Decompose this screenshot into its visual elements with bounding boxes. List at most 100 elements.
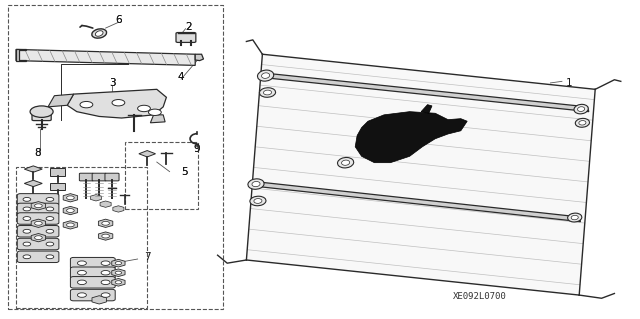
Text: 9: 9	[194, 144, 200, 154]
Text: 6: 6	[115, 15, 122, 25]
Circle shape	[46, 255, 54, 259]
Ellipse shape	[262, 73, 269, 78]
Polygon shape	[139, 151, 156, 157]
Circle shape	[101, 293, 110, 297]
Ellipse shape	[92, 29, 107, 38]
Ellipse shape	[579, 121, 586, 125]
Circle shape	[80, 101, 93, 108]
Bar	[16, 167, 147, 308]
Text: 8: 8	[34, 148, 40, 158]
Polygon shape	[421, 105, 432, 113]
Circle shape	[23, 197, 31, 201]
Circle shape	[67, 223, 74, 227]
Text: 4: 4	[178, 71, 184, 82]
Circle shape	[23, 242, 31, 246]
Ellipse shape	[264, 90, 271, 95]
Text: 7: 7	[144, 252, 150, 262]
Ellipse shape	[257, 70, 274, 81]
FancyBboxPatch shape	[176, 33, 196, 42]
Circle shape	[101, 280, 110, 285]
Text: XE092L0700: XE092L0700	[453, 292, 507, 301]
FancyBboxPatch shape	[70, 257, 115, 269]
Text: 1: 1	[356, 140, 363, 150]
FancyBboxPatch shape	[105, 173, 119, 181]
FancyBboxPatch shape	[50, 168, 65, 176]
Text: 3: 3	[109, 78, 115, 88]
Text: 3: 3	[109, 78, 115, 88]
Polygon shape	[246, 54, 595, 295]
Polygon shape	[67, 89, 166, 118]
Text: 9: 9	[194, 144, 200, 154]
Circle shape	[23, 255, 31, 259]
Circle shape	[35, 204, 42, 208]
FancyBboxPatch shape	[17, 213, 59, 224]
Text: 8: 8	[34, 148, 40, 158]
Ellipse shape	[577, 107, 585, 111]
Circle shape	[138, 105, 150, 112]
Circle shape	[30, 106, 53, 117]
Circle shape	[101, 271, 110, 275]
Polygon shape	[48, 94, 74, 107]
Circle shape	[23, 207, 31, 211]
Ellipse shape	[254, 199, 262, 203]
FancyBboxPatch shape	[70, 289, 115, 301]
Ellipse shape	[248, 179, 264, 189]
FancyBboxPatch shape	[17, 226, 59, 237]
Ellipse shape	[259, 88, 276, 97]
Circle shape	[46, 229, 54, 233]
Circle shape	[77, 280, 86, 285]
Polygon shape	[24, 180, 42, 187]
Circle shape	[77, 271, 86, 275]
Polygon shape	[195, 54, 204, 61]
Circle shape	[115, 271, 122, 274]
Ellipse shape	[574, 104, 588, 114]
Circle shape	[77, 293, 86, 297]
Polygon shape	[150, 115, 165, 123]
Ellipse shape	[337, 158, 354, 168]
Text: 5: 5	[181, 167, 188, 177]
Text: 2: 2	[186, 22, 192, 32]
FancyBboxPatch shape	[17, 203, 59, 215]
FancyBboxPatch shape	[32, 110, 51, 121]
Circle shape	[115, 262, 122, 265]
FancyBboxPatch shape	[17, 194, 59, 205]
Circle shape	[112, 100, 125, 106]
FancyBboxPatch shape	[70, 277, 115, 288]
Circle shape	[102, 234, 109, 238]
FancyBboxPatch shape	[79, 173, 93, 181]
Text: 2: 2	[186, 22, 192, 32]
Polygon shape	[24, 166, 42, 172]
Circle shape	[101, 261, 110, 265]
Circle shape	[67, 196, 74, 200]
Circle shape	[67, 209, 74, 212]
Ellipse shape	[575, 118, 589, 127]
Circle shape	[46, 242, 54, 246]
Circle shape	[46, 217, 54, 220]
Text: 6: 6	[115, 15, 122, 25]
Ellipse shape	[571, 215, 579, 220]
Circle shape	[23, 229, 31, 233]
Polygon shape	[257, 182, 580, 222]
Polygon shape	[16, 49, 195, 65]
Ellipse shape	[568, 213, 582, 222]
Circle shape	[77, 261, 86, 265]
FancyBboxPatch shape	[50, 183, 65, 190]
FancyBboxPatch shape	[70, 267, 115, 278]
Bar	[125, 142, 198, 209]
Ellipse shape	[250, 196, 266, 206]
Text: 4: 4	[178, 71, 184, 82]
FancyBboxPatch shape	[92, 173, 106, 181]
Circle shape	[46, 207, 54, 211]
Circle shape	[115, 281, 122, 284]
Ellipse shape	[342, 160, 349, 165]
FancyBboxPatch shape	[17, 251, 59, 263]
Circle shape	[23, 217, 31, 220]
Polygon shape	[268, 73, 589, 112]
Circle shape	[148, 109, 161, 115]
FancyBboxPatch shape	[17, 238, 59, 250]
Ellipse shape	[95, 31, 103, 36]
Text: 5: 5	[181, 167, 188, 177]
Text: 1: 1	[566, 78, 573, 88]
Polygon shape	[16, 49, 26, 61]
Circle shape	[102, 221, 109, 225]
